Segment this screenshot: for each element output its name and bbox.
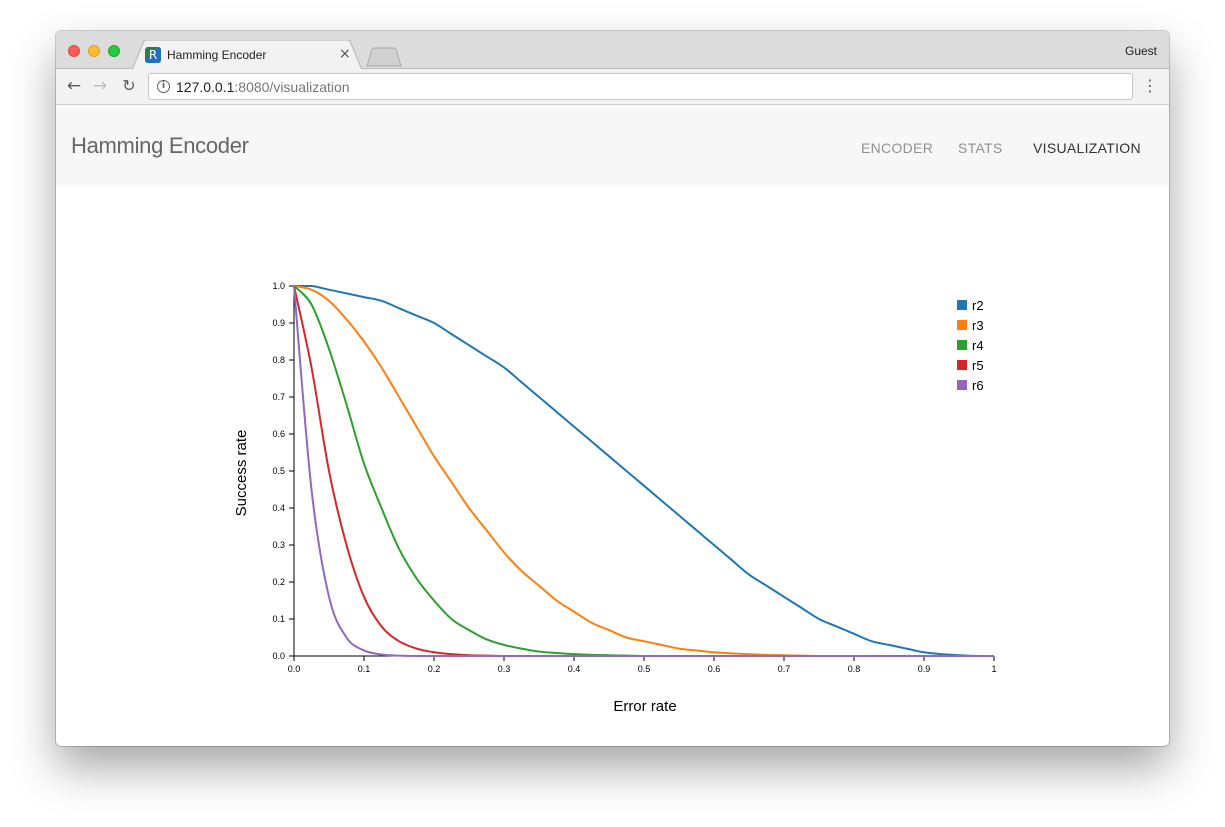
browser-titlebar: R Hamming Encoder × Guest (56, 31, 1169, 70)
x-tick-label: 0.9 (918, 664, 931, 674)
nav-link-visualization[interactable]: VISUALIZATION (1033, 140, 1141, 156)
minimize-window-button[interactable] (88, 45, 100, 57)
close-window-button[interactable] (68, 45, 80, 57)
info-icon[interactable]: i (157, 80, 170, 93)
y-tick-label: 1.0 (272, 281, 285, 291)
reload-icon[interactable]: ↻ (122, 76, 136, 95)
x-tick-label: 0.5 (638, 664, 651, 674)
legend-label-r5: r5 (972, 358, 984, 373)
x-tick-label: 0.7 (778, 664, 791, 674)
url-text[interactable]: 127.0.0.1:8080/visualization (176, 79, 350, 95)
tab-title: Hamming Encoder (167, 48, 267, 62)
y-tick-label: 0.4 (272, 503, 285, 513)
legend-label-r2: r2 (972, 298, 984, 313)
series-line-r5 (293, 285, 994, 657)
series-line-r2 (294, 285, 994, 657)
y-tick-label: 0.1 (272, 614, 285, 624)
nav-link-stats[interactable]: STATS (958, 140, 1003, 156)
series-line-r3 (293, 285, 994, 657)
browser-window: R Hamming Encoder × Guest ← → ↻ i 127.0.… (56, 31, 1169, 746)
arrow-left-icon[interactable]: ← (66, 76, 82, 96)
more-vert-icon[interactable]: ⋮ (1142, 76, 1158, 95)
browser-toolbar: ← → ↻ i 127.0.0.1:8080/visualization ⋮ (56, 69, 1169, 105)
legend-swatch-r2 (957, 300, 967, 310)
y-axis-title: Success rate (233, 430, 250, 517)
new-tab-button[interactable] (366, 47, 402, 67)
y-tick-label: 0.9 (272, 318, 285, 328)
x-tick-label: 0.1 (358, 664, 371, 674)
legend-swatch-r3 (957, 320, 967, 330)
x-tick-label: 0.0 (288, 664, 301, 674)
y-tick-label: 0.3 (272, 540, 285, 550)
legend-label-r4: r4 (972, 338, 984, 353)
y-tick-label: 0.7 (272, 392, 285, 402)
maximize-window-button[interactable] (108, 45, 120, 57)
x-axis-title: Error rate (613, 698, 676, 715)
legend-swatch-r5 (957, 360, 967, 370)
tab-favicon-letter: R (148, 48, 158, 62)
legend-label-r3: r3 (972, 318, 984, 333)
x-tick-label: 0.2 (428, 664, 441, 674)
legend-swatch-r6 (957, 380, 967, 390)
brand-title[interactable]: Hamming Encoder (71, 133, 249, 158)
y-tick-label: 0.8 (272, 355, 285, 365)
y-tick-label: 0.2 (272, 577, 285, 587)
nav-link-encoder[interactable]: ENCODER (861, 140, 934, 156)
x-tick-label: 1 (991, 664, 996, 674)
success-rate-chart: 0.0 0.1 0.2 0.3 0.4 0.5 0.6 0.7 0.8 0.9 1 0.0 0.1 0.2… (233, 281, 997, 715)
tab-favicon-icon: R (145, 47, 161, 63)
y-tick-label: 0.5 (272, 466, 285, 476)
legend-label-r6: r6 (972, 378, 984, 393)
address-bar[interactable]: i 127.0.0.1:8080/visualization (148, 73, 1133, 100)
tab-close-icon[interactable]: × (339, 46, 351, 62)
y-tick-label: 0.0 (272, 651, 285, 661)
y-tick-label: 0.6 (272, 429, 285, 439)
legend-swatch-r4 (957, 340, 967, 350)
profile-label[interactable]: Guest (1124, 44, 1157, 58)
x-tick-label: 0.4 (568, 664, 581, 674)
series-line-r4 (293, 285, 994, 657)
x-tick-label: 0.6 (708, 664, 721, 674)
x-tick-label: 0.8 (848, 664, 861, 674)
url-path: :8080/visualization (234, 79, 350, 95)
browser-tab[interactable]: R Hamming Encoder × (132, 40, 362, 70)
arrow-right-icon[interactable]: → (92, 76, 108, 96)
url-host: 127.0.0.1 (176, 79, 235, 95)
series-line-r6 (293, 285, 994, 657)
x-tick-label: 0.3 (498, 664, 511, 674)
app-navbar: Hamming Encoder ENCODER STATS VISUALIZAT… (56, 105, 1169, 186)
